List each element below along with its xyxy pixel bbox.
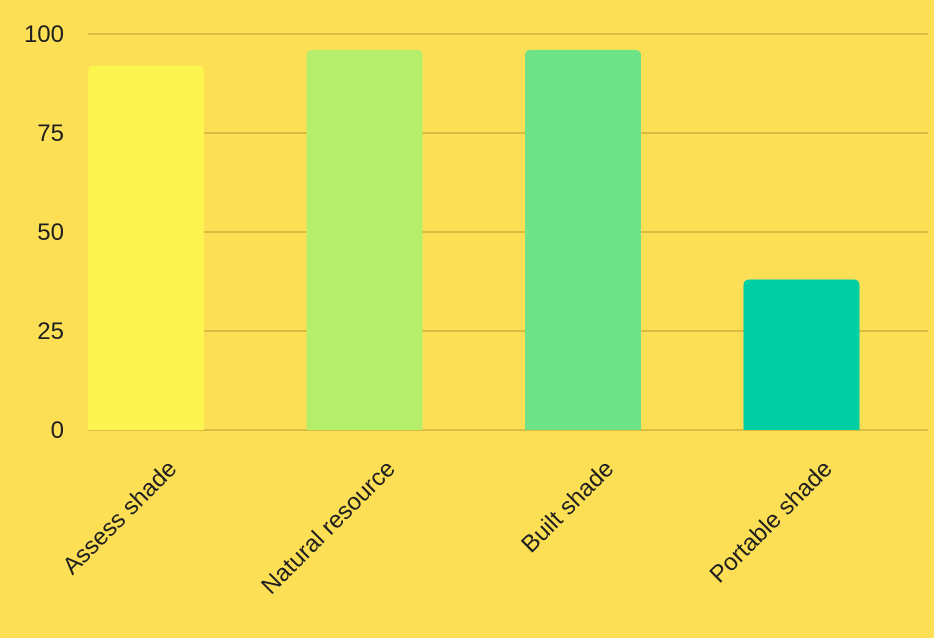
x-tick-label: Assess shade <box>57 455 182 580</box>
bars <box>88 49 860 431</box>
x-tick-label: Portable shade <box>704 455 837 588</box>
bar <box>306 49 423 431</box>
bar <box>743 279 860 430</box>
y-axis-tick-labels: 0 25 50 75 100 <box>24 21 64 444</box>
y-tick-label: 50 <box>37 219 64 246</box>
x-tick-label: Built shade <box>516 455 619 558</box>
bar <box>88 65 204 431</box>
y-tick-label: 0 <box>51 417 64 444</box>
y-tick-label: 25 <box>37 318 64 345</box>
y-tick-label: 100 <box>24 21 64 48</box>
x-axis-category-labels: Assess shade Natural resource Built shade P… <box>57 455 837 600</box>
x-tick-label: Natural resource <box>256 455 401 600</box>
y-tick-label: 75 <box>37 120 64 147</box>
bar <box>525 49 641 431</box>
